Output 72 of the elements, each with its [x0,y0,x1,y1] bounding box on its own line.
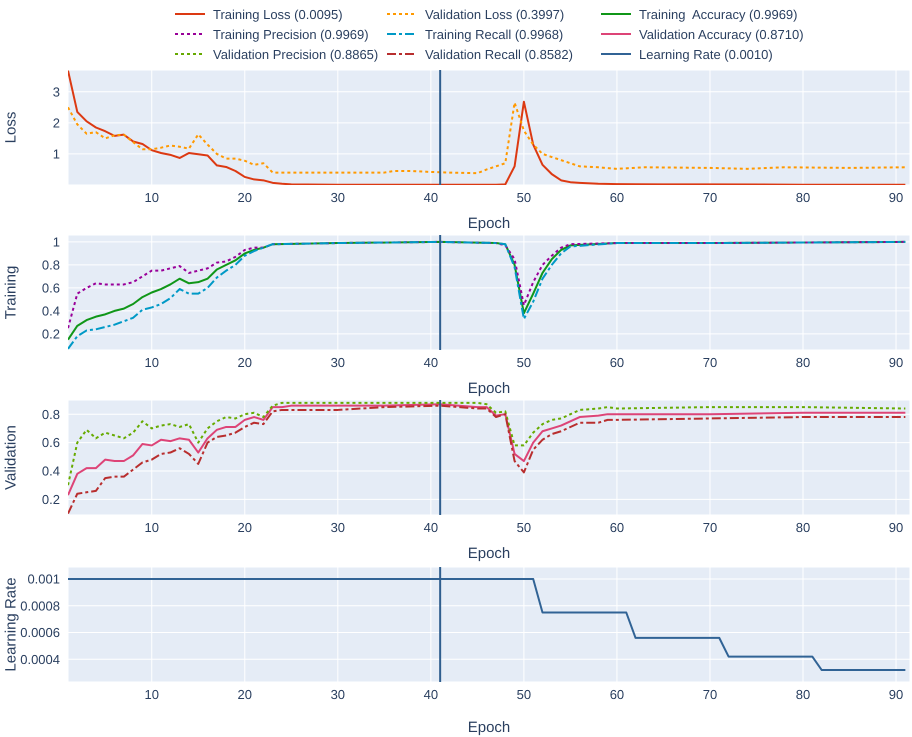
x-tick-label: 40 [424,687,438,702]
x-tick-label: 70 [702,687,718,702]
legend-label: Validation Accuracy (0.8710) [639,27,804,42]
x-tick-label: 50 [516,190,532,206]
x-tick-label: 20 [238,687,252,702]
x-tick-label: 20 [238,520,252,536]
legend-label: Learning Rate (0.0010) [639,47,773,62]
y-axis-title: Validation [2,425,20,490]
y-tick-label: 0.4 [42,304,60,319]
x-tick-label: 40 [424,355,438,370]
y-axis-title: Loss [2,112,20,144]
x-tick-label: 10 [144,687,159,702]
x-tick-label: 60 [610,520,624,536]
x-tick-label: 20 [238,190,252,206]
x-tick-label: 60 [610,355,624,370]
line-series [68,102,906,174]
x-axis-title: Epoch [468,545,510,562]
y-tick-label: 0.8 [42,406,60,422]
y-tick-label: 0.0006 [20,625,60,640]
y-tick-label: 0.2 [42,492,60,507]
y-tick-label: 0.6 [42,280,60,296]
x-tick-label: 60 [610,190,624,206]
legend-label: Training Precision (0.9969) [213,27,369,42]
x-tick-label: 30 [330,190,346,206]
x-tick-label: 90 [888,190,904,206]
x-tick-label: 40 [424,190,438,206]
x-tick-label: 80 [796,190,810,206]
x-axis-title: Epoch [468,380,510,397]
x-tick-label: 30 [330,520,346,536]
legend-label: Validation Precision (0.8865) [213,47,378,62]
y-tick-label: 3 [52,84,60,100]
y-axis-title: Training [2,266,20,320]
y-tick-label: 0.4 [42,464,60,479]
y-tick-label: 0.001 [27,572,60,587]
x-tick-label: 10 [144,520,159,536]
x-tick-label: 70 [702,190,718,206]
legend-label: Training Recall (0.9968) [425,27,564,42]
x-tick-label: 70 [702,520,718,536]
y-tick-label: 1 [52,234,60,250]
legend-label: Validation Recall (0.8582) [425,47,573,62]
y-tick-label: 0.2 [42,326,60,342]
x-tick-label: 50 [516,687,532,702]
x-tick-label: 80 [796,520,810,536]
y-tick-label: 2 [52,115,60,130]
x-tick-label: 80 [796,687,810,702]
legend-label: Training Accuracy (0.9969) [639,7,798,22]
x-tick-label: 30 [330,687,346,702]
y-tick-label: 0.0008 [20,598,60,614]
x-tick-label: 10 [144,190,159,206]
x-tick-label: 50 [516,355,532,370]
legend-label: Validation Loss (0.3997) [425,7,564,22]
y-tick-label: 1 [52,146,60,162]
legend-label: Training Loss (0.0095) [213,7,343,22]
line-series [68,70,906,185]
x-axis-title: Epoch [468,719,510,736]
y-tick-label: 0.6 [42,435,60,450]
x-tick-label: 90 [888,520,904,536]
line-series [68,404,906,515]
y-tick-label: 0.8 [42,258,60,273]
x-tick-label: 90 [888,355,904,370]
x-tick-label: 90 [888,687,904,702]
x-tick-label: 50 [516,520,532,536]
y-tick-label: 0.0004 [20,652,60,667]
y-axis-title: Learning Rate [2,577,20,672]
x-tick-label: 80 [796,355,810,370]
x-tick-label: 20 [238,355,252,370]
x-tick-label: 40 [424,520,438,536]
x-tick-label: 30 [330,355,346,370]
x-axis-title: Epoch [468,215,510,232]
x-tick-label: 60 [610,687,624,702]
x-tick-label: 70 [702,355,718,370]
x-tick-label: 10 [144,355,159,370]
